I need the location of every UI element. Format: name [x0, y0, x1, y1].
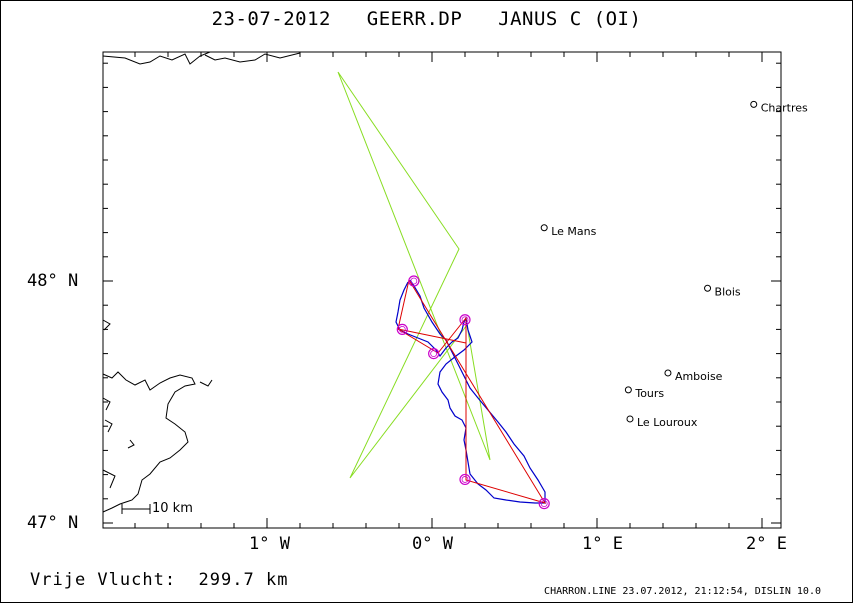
- glider-name: JANUS C (OI): [498, 8, 642, 30]
- plot-border: [102, 51, 782, 529]
- turnpoint-marker: [396, 323, 408, 335]
- turnpoint-marker: [538, 498, 550, 510]
- city-label: Chartres: [761, 101, 808, 114]
- task-leg: [397, 328, 467, 344]
- chart-title: 23-07-2012 GEERR.DP JANUS C (OI): [0, 8, 853, 30]
- turnpoints: [396, 275, 550, 510]
- task-route: [397, 279, 547, 504]
- city-dot: [626, 415, 634, 423]
- axis-ticks: [103, 52, 781, 528]
- lon-label-1w: 1° W: [249, 534, 290, 554]
- city-label: Tours: [634, 387, 664, 400]
- city-label: Amboise: [675, 370, 723, 383]
- gps-track: [395, 279, 546, 504]
- city-dot: [664, 369, 672, 377]
- distance-value: 299.7 km: [198, 570, 289, 590]
- city-label: Le Louroux: [637, 416, 698, 429]
- city-dot: [750, 100, 758, 108]
- lon-label-0w: 0° W: [412, 534, 453, 554]
- credit-line: CHARRON.LINE 23.07.2012, 21:12:54, DISLI…: [544, 586, 821, 597]
- distance-readout: Vrije Vlucht: 299.7 km: [30, 570, 288, 590]
- flight-file: GEERR.DP: [366, 8, 463, 30]
- coastline: [102, 51, 301, 513]
- turnpoint-marker: [408, 275, 420, 287]
- turnpoint-marker: [428, 348, 440, 360]
- turnpoint-inner: [398, 325, 406, 333]
- turnpoint-inner: [430, 350, 438, 358]
- scale-bar: [121, 504, 151, 514]
- turnpoint-marker: [459, 473, 471, 486]
- city-label: Le Mans: [551, 225, 596, 238]
- flight-date: 23-07-2012: [211, 8, 331, 30]
- alternate-route: [337, 71, 491, 479]
- city-dot: [540, 224, 548, 232]
- lat-label-47: 47° N: [27, 513, 79, 533]
- scale-label: 10 km: [152, 501, 193, 516]
- turnpoint-inner: [410, 277, 418, 285]
- city-dot: [624, 386, 632, 394]
- city-label: Blois: [715, 285, 741, 298]
- turnpoint-inner: [461, 316, 469, 324]
- turnpoint-inner: [540, 500, 548, 508]
- lon-label-2e: 2° E: [746, 534, 787, 554]
- turnpoint-marker: [459, 314, 471, 326]
- city-markers: Chartres Le Mans Blois Amboise Tours Le Louro…: [540, 100, 808, 429]
- lon-label-1e: 1° E: [582, 534, 623, 554]
- city-dot: [704, 284, 712, 292]
- lat-label-48: 48° N: [27, 271, 79, 291]
- distance-label: Vrije Vlucht:: [30, 570, 177, 590]
- turnpoint-inner: [461, 476, 469, 483]
